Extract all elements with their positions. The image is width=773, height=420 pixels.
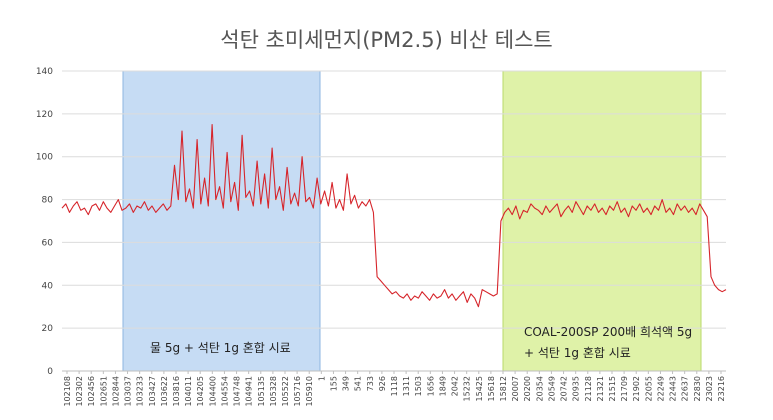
x-tick-label: 20549	[547, 376, 556, 401]
y-tick-label: 80	[42, 196, 54, 206]
x-tick-label: 20354	[535, 376, 544, 401]
x-tick-label: 105135	[257, 376, 266, 407]
x-tick-label: 22055	[644, 376, 653, 401]
y-tick-label: 140	[36, 67, 53, 77]
y-tick-label: 40	[42, 281, 54, 291]
y-tick-label: 100	[36, 153, 53, 163]
x-tick-label: 2042	[451, 376, 460, 396]
series-line-1	[61, 124, 727, 308]
x-tick-label: 733	[366, 376, 375, 391]
x-tick-label: 22830	[693, 376, 702, 401]
x-tick-label: 23023	[705, 376, 714, 401]
x-tick-label: 926	[378, 376, 387, 391]
x-tick-label: 103622	[160, 376, 169, 407]
x-tick-label: 104554	[220, 376, 229, 407]
x-tick-label: 1	[317, 376, 326, 381]
x-tick-label: 102844	[111, 376, 120, 407]
chart-title: 석탄 초미세먼지(PM2.5) 비산 테스트	[220, 28, 553, 52]
x-tick-label: 104400	[208, 376, 217, 407]
shaded-region-1	[122, 70, 321, 372]
x-tick-label: 102302	[75, 376, 84, 407]
x-tick-label: 103427	[148, 376, 157, 407]
x-tick-label: 21321	[596, 376, 605, 401]
x-tick-label: 21128	[584, 376, 593, 401]
x-tick-label: 102456	[87, 376, 96, 407]
x-tick-label: 104941	[245, 376, 254, 407]
x-tick-label: 349	[342, 376, 351, 391]
shaded-region-2	[502, 70, 702, 372]
x-tick-label: 21709	[620, 376, 629, 401]
x-tick-label: 21902	[632, 376, 641, 401]
x-tick-label: 103816	[172, 376, 181, 407]
x-tick-label: 1656	[426, 376, 435, 396]
y-tick-label: 20	[42, 324, 54, 334]
x-tick-label: 15618	[487, 376, 496, 401]
x-tick-label: 22637	[681, 376, 690, 401]
y-tick-label: 0	[47, 367, 53, 377]
region-2-label-line-1: COAL-200SP 200배 희석액 5g	[524, 325, 693, 339]
x-tick-label: 1849	[438, 376, 447, 396]
x-tick-label: 21515	[608, 376, 617, 401]
x-tick-label: 104748	[233, 376, 242, 407]
region-2-label-line-2: + 석탄 1g 혼합 시료	[524, 346, 631, 360]
x-tick-label: 1503	[414, 376, 423, 396]
x-tick-label: 20742	[560, 376, 569, 401]
x-tick-label: 155	[329, 376, 338, 391]
x-tick-label: 105522	[281, 376, 290, 407]
x-tick-label: 23216	[717, 376, 726, 401]
x-tick-label: 15232	[463, 376, 472, 401]
x-tick-label: 105910	[305, 376, 314, 407]
x-tick-label: 105328	[269, 376, 278, 407]
x-tick-label: 15425	[475, 376, 484, 401]
x-tick-label: 102108	[63, 376, 72, 407]
y-tick-label: 60	[42, 238, 54, 248]
x-tick-label: 15812	[499, 376, 508, 401]
x-tick-label: 541	[354, 376, 363, 391]
y-tick-label: 120	[36, 110, 53, 120]
region-1-label: 물 5g + 석탄 1g 혼합 시료	[150, 341, 291, 355]
x-tick-label: 22249	[656, 376, 665, 401]
x-tick-label: 103037	[124, 376, 133, 407]
x-tick-label: 20200	[523, 376, 532, 401]
x-tick-label: 20935	[572, 376, 581, 401]
x-tick-label: 104205	[196, 376, 205, 407]
x-tick-label: 20007	[511, 376, 520, 401]
x-tick-label: 105716	[293, 376, 302, 407]
x-tick-label: 102651	[99, 376, 108, 407]
x-tick-label: 1118	[390, 376, 399, 396]
x-tick-label: 22443	[669, 376, 678, 401]
x-tick-label: 1311	[402, 376, 411, 396]
x-tick-label: 103233	[136, 376, 145, 407]
x-tick-label: 104011	[184, 376, 193, 407]
